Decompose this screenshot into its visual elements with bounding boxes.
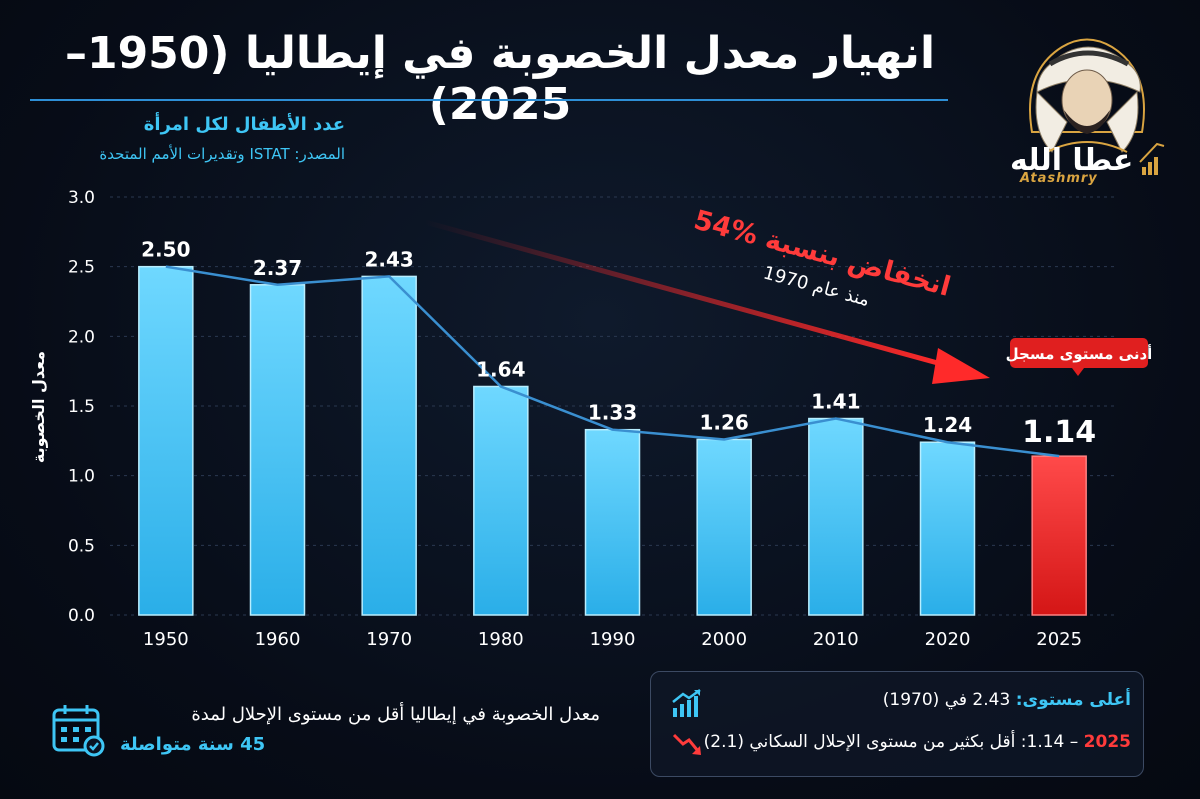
bar [696, 438, 752, 616]
x-tick-label: 1960 [255, 629, 301, 650]
year-2025-label: 2025 [1083, 732, 1131, 752]
decline-arrow [424, 219, 946, 368]
bar-value-label: 1.14 [1022, 415, 1096, 450]
trend-line [165, 265, 1060, 458]
x-tick-label: 2000 [701, 629, 747, 650]
bar-value-label: 1.41 [811, 390, 860, 414]
y-tick-label: 1.0 [68, 467, 95, 487]
trend-up-icon [672, 688, 701, 717]
logo-name: عطا الله [1010, 143, 1134, 178]
replacement-note-text: معدل الخصوبة في إيطاليا أقل من مستوى الإ… [191, 704, 600, 725]
calendar-check-icon [52, 705, 105, 757]
x-tick-label: 1950 [143, 629, 189, 650]
decline-arrow-head [932, 348, 990, 384]
x-tick-label: 2010 [813, 629, 859, 650]
y-tick-label: 1.5 [68, 397, 95, 417]
x-tick-label: 1980 [478, 629, 524, 650]
summary-row-peak: أعلى مستوى: 2.43 في (1970) [711, 690, 1131, 710]
bar-value-label: 2.50 [141, 238, 190, 262]
bar-value-label: 1.26 [699, 410, 748, 434]
bar-value-label: 2.43 [364, 247, 413, 271]
fertility-bar-chart: 0.0 0.5 1.0 1.5 2.0 2.5 3.0 معدل الخصوبة 2.50 2… [29, 188, 1153, 650]
bar-value-label: 2.37 [253, 256, 302, 280]
y-tick-label: 2.0 [68, 327, 95, 347]
summary-row-2025: 2025 – 1.14: أقل بكثير من مستوى الإحلال … [704, 732, 1131, 752]
x-tick-label: 2020 [925, 629, 971, 650]
summary-box: أعلى مستوى: 2.43 في (1970) 2025 – 1.14: … [650, 671, 1144, 777]
x-tick-label: 1970 [366, 629, 412, 650]
page-title: انهيار معدل الخصوبة في إيطاليا (1950–202… [64, 28, 936, 130]
chart-source: المصدر: ISTAT وتقديرات الأمم المتحدة [99, 145, 345, 163]
bar-value-label: 1.64 [476, 357, 525, 381]
y-tick-label: 0.0 [68, 606, 95, 626]
peak-label: أعلى مستوى: [1015, 690, 1131, 710]
y-tick-label: 3.0 [68, 188, 95, 208]
x-tick-label: 2025 [1036, 629, 1082, 650]
x-tick-label: 1990 [590, 629, 636, 650]
bar [808, 417, 864, 616]
bar [361, 275, 417, 616]
peak-value: 2.43 في (1970) [882, 690, 1011, 710]
replacement-note-duration: 45 سنة متواصلة [120, 734, 266, 755]
y-tick-label: 0.5 [68, 536, 95, 556]
bar [473, 385, 529, 616]
bar-value-label: 1.33 [588, 401, 637, 425]
bar-value-label: 1.24 [923, 413, 972, 437]
bar [249, 284, 306, 616]
bar [138, 265, 194, 616]
trend-down-icon [672, 733, 701, 755]
record-badge-label: أدنى مستوى مسجل [1006, 344, 1153, 363]
brand-logo-portrait [1029, 38, 1165, 175]
y-axis-label: معدل الخصوبة [29, 351, 48, 463]
chart-subtitle: عدد الأطفال لكل امرأة [143, 114, 345, 135]
year-2025-value: – 1.14: أقل بكثير من مستوى الإحلال السكا… [703, 732, 1079, 752]
logo-latin-name: Atashmry [1020, 171, 1098, 186]
bar [919, 441, 976, 616]
bar [584, 428, 641, 616]
record-badge [1010, 338, 1148, 368]
replacement-note: معدل الخصوبة في إيطاليا أقل من مستوى الإ… [50, 700, 610, 770]
logo-growth-icon [1139, 142, 1165, 175]
title-divider [30, 99, 948, 101]
bar-highlight [1031, 455, 1087, 616]
y-tick-label: 2.5 [68, 258, 95, 278]
